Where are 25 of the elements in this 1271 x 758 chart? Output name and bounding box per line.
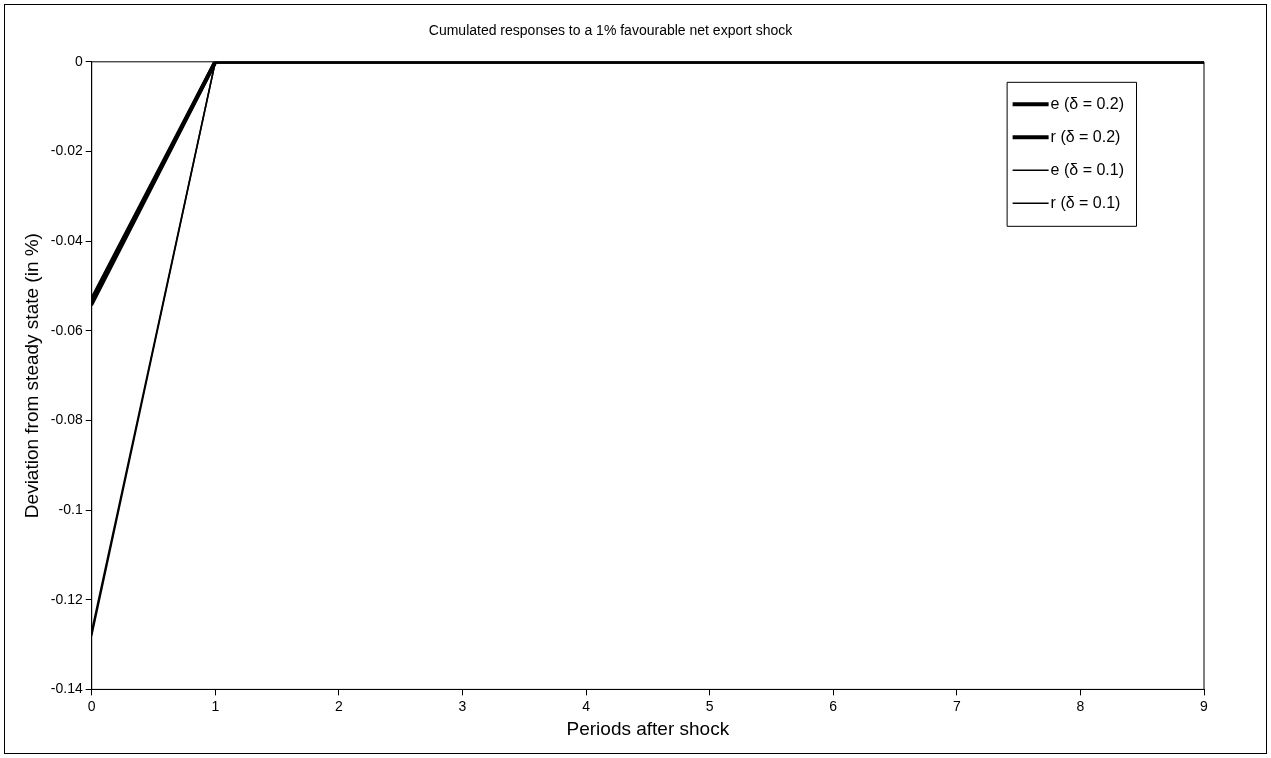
x-tick-label: 6 — [829, 697, 838, 714]
y-tick-label: -0.1 — [58, 500, 83, 517]
x-tick-label: 4 — [582, 697, 591, 714]
x-axis-title: Periods after shock — [566, 717, 730, 739]
x-tick-label: 2 — [334, 697, 343, 714]
x-tick-label: 3 — [458, 697, 467, 714]
legend-label: r (δ = 0.2) — [1050, 127, 1121, 145]
y-tick-label: -0.06 — [50, 321, 83, 338]
x-tick-label: 9 — [1200, 697, 1209, 714]
legend-label: e (δ = 0.2) — [1050, 94, 1125, 112]
y-tick-label: -0.04 — [50, 231, 83, 248]
x-tick-label: 5 — [705, 697, 714, 714]
x-tick-label: 8 — [1076, 697, 1085, 714]
legend-label: e (δ = 0.1) — [1050, 160, 1125, 178]
x-tick-label: 0 — [87, 697, 96, 714]
y-tick-label: -0.08 — [50, 411, 83, 428]
y-tick-label: -0.14 — [50, 680, 83, 697]
chart-title: Cumulated responses to a 1% favourable net export shock — [428, 22, 794, 39]
y-tick-label: -0.02 — [50, 142, 83, 159]
x-tick-label: 7 — [952, 697, 961, 714]
y-axis-title: Deviation from steady state (in %) — [20, 233, 42, 519]
y-tick-label: 0 — [74, 52, 83, 69]
legend-label: r (δ = 0.1) — [1050, 193, 1121, 211]
y-tick-label: -0.12 — [50, 590, 83, 607]
x-tick-label: 1 — [211, 697, 220, 714]
